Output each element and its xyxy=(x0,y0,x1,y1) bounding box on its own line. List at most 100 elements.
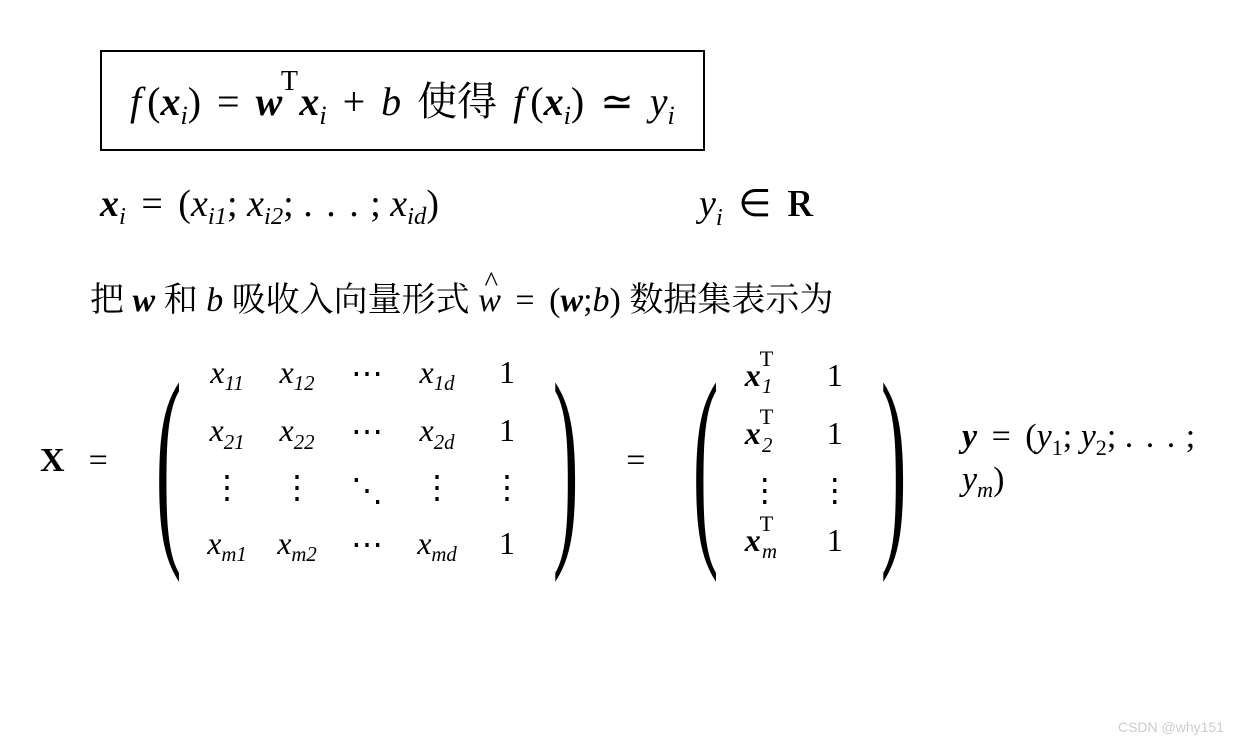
ydots: . . . xyxy=(1125,418,1178,455)
xi-bold: x xyxy=(100,183,119,225)
rparen-big: ) xyxy=(553,351,579,571)
sub-i-y: i xyxy=(667,101,674,130)
lparen: ( xyxy=(147,79,160,124)
rparen-2: ) xyxy=(571,79,584,124)
y-vector: y = (y1; y2; . . . ; ym) xyxy=(962,418,1204,504)
xi2-sub: i2 xyxy=(264,203,283,230)
s3: ; xyxy=(1186,418,1195,455)
matrix-cell: 1 xyxy=(487,525,527,567)
definition-row: xi = (xi1; xi2; . . . ; xid) yi ∈ R xyxy=(100,181,1204,232)
x-bold-2: x xyxy=(299,79,319,124)
equals: = xyxy=(211,79,246,124)
transpose-T: T xyxy=(281,66,298,97)
matrix-cell: x1d xyxy=(417,354,457,396)
yi: y xyxy=(699,183,716,225)
x-bold: x xyxy=(160,79,180,124)
matrix-cell: ⋮ xyxy=(207,471,247,509)
matrix-cell: xm2 xyxy=(277,525,317,567)
matrix-cell: x11 xyxy=(207,354,247,396)
matrix-cell: xT2 xyxy=(745,415,785,457)
dots-1: . . . xyxy=(303,183,361,225)
eq-2: = xyxy=(135,183,168,225)
matrix-cell: xTm xyxy=(745,522,785,564)
matrix-cell: 1 xyxy=(815,415,855,457)
boxed-equation: f(xi) = wTxi + b 使得 f(xi) ≃ yi xyxy=(100,50,705,151)
yi-sub: i xyxy=(716,204,723,231)
matrix-cell: 1 xyxy=(815,522,855,564)
rparen-big-2: ) xyxy=(881,351,907,571)
y2: y xyxy=(1081,418,1096,455)
s2: ; xyxy=(1107,418,1116,455)
watermark: CSDN @why151 xyxy=(1118,719,1224,735)
matrix-cell: ⋮ xyxy=(745,474,785,506)
y1s: 1 xyxy=(1052,435,1063,460)
lparen-4: ( xyxy=(549,282,560,319)
cjk-he: 和 xyxy=(164,272,198,321)
semi-4: ; xyxy=(583,282,592,319)
y-bold: y xyxy=(962,418,977,455)
matrix-cell: xmd xyxy=(417,525,457,567)
semi-3: ; xyxy=(370,183,381,225)
y1: y xyxy=(1037,418,1052,455)
b-2: b xyxy=(206,282,223,319)
xid: x xyxy=(390,183,407,225)
matrix-cell: x2d xyxy=(417,412,457,454)
sub-i-3: i xyxy=(564,101,571,130)
eq-4: = xyxy=(83,442,114,480)
matrix-cell: x12 xyxy=(277,354,317,396)
f: f xyxy=(130,79,141,124)
cjk-absorb: 吸收入向量形式 xyxy=(232,272,470,321)
ym: y xyxy=(962,461,977,498)
matrix-cell: ⋮ xyxy=(417,471,457,509)
matrix-cell: 1 xyxy=(487,412,527,454)
xi1: x xyxy=(191,183,208,225)
sub-i-2: i xyxy=(319,101,326,130)
lparen-3: ( xyxy=(178,183,191,225)
X-label: X xyxy=(40,442,65,480)
x-bold-3: x xyxy=(544,79,564,124)
rparen-4: ) xyxy=(610,282,621,319)
f-2: f xyxy=(513,79,524,124)
matrix-cell: ⋯ xyxy=(347,354,387,396)
lparen-big-2: ( xyxy=(693,351,719,571)
w-2: w xyxy=(133,282,156,319)
matrix-grid-B: xT11xT21⋮⋮xTm1 xyxy=(743,351,857,571)
y: y xyxy=(650,79,668,124)
y2s: 2 xyxy=(1096,435,1107,460)
semi-1: ; xyxy=(227,183,238,225)
real-R: R xyxy=(787,182,812,226)
in-sym: ∈ xyxy=(732,183,777,225)
xi-sub: i xyxy=(119,203,126,230)
w-hat: w xyxy=(478,282,501,320)
matrix-X-full: ( x11x12⋯x1d1x21x22⋯x2d1⋮⋮⋱⋮⋮xm1xm2⋯xmd1… xyxy=(132,351,603,571)
matrix-cell: x22 xyxy=(277,412,317,454)
matrix-cell: ⋯ xyxy=(347,525,387,567)
sub-i: i xyxy=(180,101,187,130)
semi-2: ; xyxy=(283,183,294,225)
w-bold: w xyxy=(256,79,283,124)
simeq: ≃ xyxy=(594,79,640,124)
rparen-5: ) xyxy=(993,461,1004,498)
s1: ; xyxy=(1063,418,1072,455)
w-3: w xyxy=(560,282,583,319)
eq-6: = xyxy=(986,418,1017,455)
lparen-5: ( xyxy=(1025,418,1036,455)
rparen: ) xyxy=(188,79,201,124)
eq-5: = xyxy=(620,442,651,480)
cjk-shide: 使得 xyxy=(411,70,503,127)
matrix-cell: ⋱ xyxy=(347,471,387,509)
rparen-3: ) xyxy=(426,183,439,225)
matrix-cell: xT1 xyxy=(745,357,785,399)
matrix-grid-A: x11x12⋯x1d1x21x22⋯x2d1⋮⋮⋱⋮⋮xm1xm2⋯xmd1 xyxy=(205,351,529,571)
matrix-cell: ⋮ xyxy=(487,471,527,509)
absorb-row: 把 w 和 b 吸收入向量形式 w = (w;b) 数据集表示为 xyxy=(90,272,1204,321)
lparen-big: ( xyxy=(156,351,182,571)
plus: + xyxy=(337,79,372,124)
matrix-cell: ⋮ xyxy=(277,471,317,509)
xi1-sub: i1 xyxy=(208,203,227,230)
b: b xyxy=(381,79,401,124)
cjk-dataset: 数据集表示为 xyxy=(629,272,833,321)
cjk-ba: 把 xyxy=(90,272,124,321)
matrix-X-compact: ( xT11xT21⋮⋮xTm1 ) xyxy=(669,351,930,571)
yms: m xyxy=(977,477,993,502)
